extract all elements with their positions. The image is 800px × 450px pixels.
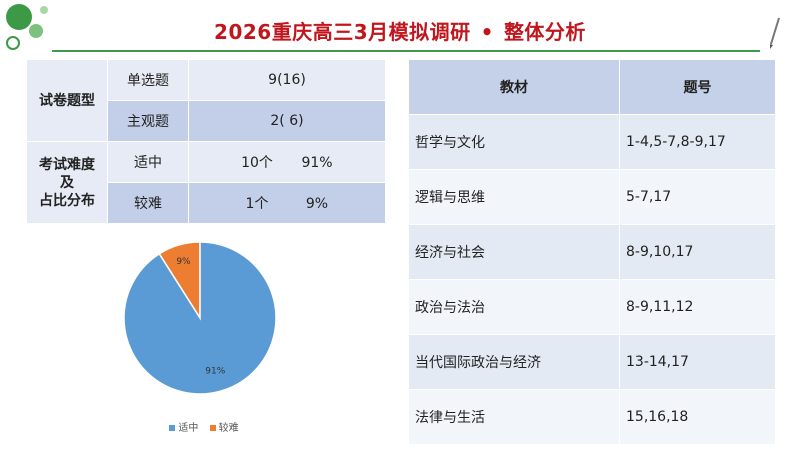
decor-circle-ring [6,36,20,50]
table-row: 经济与社会 8-9,10,17 [408,224,776,280]
decor-circle-small [29,24,43,38]
title-main: 2026重庆高三3月模拟调研 [214,20,471,44]
pie-slice-moderate [123,241,277,395]
legend-item: 适中 [169,423,198,434]
question-type-value: 2( 6) [188,100,386,142]
pie-data-label: 9% [176,257,191,267]
question-type-label: 单选题 [107,59,189,101]
title-separator: • [480,20,494,44]
difficulty-header: 考试难度 及 占比分布 [26,141,108,224]
pie-legend: 适中 较难 [0,419,408,434]
table-row: 政治与法治 8-9,11,12 [408,279,776,335]
pencil-icon [770,17,780,49]
page-title: 2026重庆高三3月模拟调研 • 整体分析 [0,16,800,45]
questions-cell: 8-9,11,12 [619,279,776,335]
questions-cell: 8-9,10,17 [619,224,776,280]
table-row: 当代国际政治与经济 13-14,17 [408,334,776,390]
difficulty-count: 10个 [241,155,273,171]
pie-data-label: 91% [205,367,225,377]
exam-summary-table: 试卷题型 单选题 9(16) 主观题 2( 6) 考试难度 及 占比分布 适中 … [26,59,386,224]
topic-cell: 逻辑与思维 [408,169,620,225]
legend-label: 适中 [178,423,199,434]
difficulty-level-label: 适中 [107,141,189,183]
legend-item: 较难 [209,423,239,434]
decor-circle-large [6,4,32,30]
table-row: 逻辑与思维 5-7,17 [408,169,776,225]
topic-cell: 法律与生活 [408,389,620,445]
title-subtitle: 整体分析 [503,20,586,44]
difficulty-level-label: 较难 [107,182,189,224]
questions-cell: 1-4,5-7,8-9,17 [619,114,776,170]
table-row: 法律与生活 15,16,18 [408,389,776,445]
difficulty-header-line1: 考试难度 [39,156,95,173]
difficulty-count: 1个 [245,196,269,212]
difficulty-header-line3: 占比分布 [39,192,95,209]
questions-cell: 13-14,17 [619,334,776,390]
difficulty-header-line2: 及 [60,174,74,191]
topic-cell: 经济与社会 [408,224,620,280]
question-type-value: 9(16) [188,59,386,101]
difficulty-pie-chart: 9% 91% [123,241,277,395]
question-type-label: 主观题 [107,100,189,142]
topic-cell: 哲学与文化 [408,114,620,170]
topics-header-topic: 教材 [408,59,620,115]
difficulty-level-value: 1个 9% [188,182,386,224]
topics-header-row: 教材 题号 [408,59,776,115]
legend-swatch-moderate [169,425,176,431]
difficulty-percent: 9% [305,196,329,212]
difficulty-percent: 91% [301,155,333,171]
decor-circle-tiny [40,6,48,14]
questions-cell: 5-7,17 [619,169,776,225]
question-type-header: 试卷题型 [26,59,108,142]
topic-cell: 当代国际政治与经济 [408,334,620,390]
topics-header-questions: 题号 [619,59,776,115]
topic-cell: 政治与法治 [408,279,620,335]
table-row: 哲学与文化 1-4,5-7,8-9,17 [408,114,776,170]
topics-table: 教材 题号 哲学与文化 1-4,5-7,8-9,17 逻辑与思维 5-7,17 … [408,59,776,445]
legend-swatch-hard [209,425,216,431]
questions-cell: 15,16,18 [619,389,776,445]
title-underline [52,50,760,52]
legend-label: 较难 [218,423,239,434]
difficulty-level-value: 10个 91% [188,141,386,183]
